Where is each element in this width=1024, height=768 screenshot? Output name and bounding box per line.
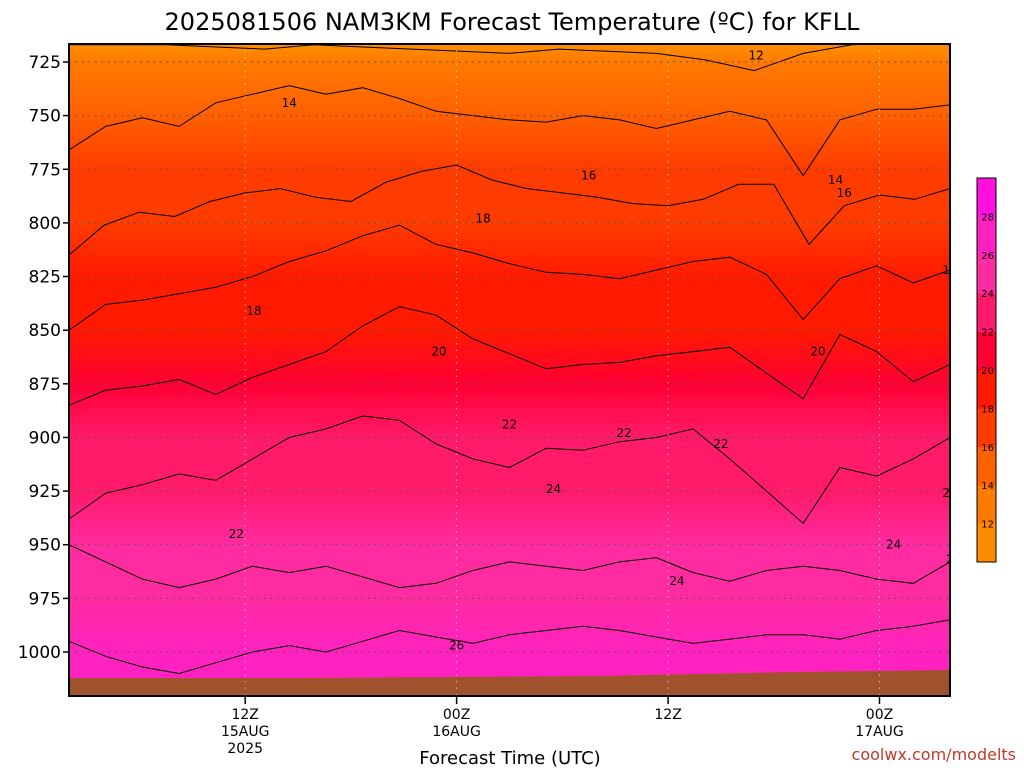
y-tick-label: 925 bbox=[29, 482, 61, 502]
y-tick-label: 800 bbox=[29, 214, 61, 234]
colorbar-segment bbox=[977, 523, 996, 563]
contour-label: 26 bbox=[449, 639, 464, 653]
colorbar-segment bbox=[977, 254, 996, 294]
colorbar-segment bbox=[977, 216, 996, 256]
x-tick-label: 12Z bbox=[654, 707, 681, 723]
x-axis: 12Z15AUG202500Z16AUG12Z00Z17AUG12Z bbox=[221, 696, 904, 757]
contour-label: 22 bbox=[713, 437, 728, 451]
contour-label: 24 bbox=[546, 482, 561, 496]
colorbar-label: 22 bbox=[981, 328, 994, 339]
contour-label: 18 bbox=[942, 263, 957, 277]
y-axis: 725 750 775 800 825 850 875 900 925 950 975 1000 bbox=[18, 53, 69, 663]
contour-label: 24 bbox=[886, 538, 901, 552]
colorbar-segment bbox=[977, 446, 996, 486]
contour-line-24 bbox=[69, 544, 950, 589]
colorbar-label: 18 bbox=[981, 404, 994, 415]
y-tick-label: 725 bbox=[29, 53, 61, 73]
colorbar-segment bbox=[977, 331, 996, 371]
y-tick-label: 950 bbox=[29, 536, 61, 556]
chart-title: 2025081506 NAM3KM Forecast Temperature (… bbox=[165, 8, 861, 36]
colorbar: 12 14 16 18 20 22 24 26 28 bbox=[976, 177, 997, 563]
contour-label: 16 bbox=[581, 169, 596, 183]
contour-label: 14 bbox=[282, 96, 297, 110]
colorbar-segment bbox=[977, 370, 996, 409]
contour-lines bbox=[69, 44, 950, 675]
contour-label: 24 bbox=[669, 574, 684, 588]
colorbar-label: 24 bbox=[981, 289, 994, 300]
contour-line-14 bbox=[69, 85, 950, 177]
contour-label: 26 bbox=[969, 639, 984, 653]
contour-label: 16 bbox=[837, 186, 852, 200]
y-tick-label: 825 bbox=[29, 268, 61, 288]
contour-line-22 bbox=[69, 415, 950, 525]
x-tick-date-label: 16AUG bbox=[432, 724, 481, 740]
plot-frame bbox=[68, 43, 951, 697]
x-tick-date-label: 17AUG bbox=[855, 724, 904, 740]
contour-line-12 bbox=[69, 44, 950, 72]
credit-text: coolwx.com/modelts bbox=[852, 745, 1016, 764]
y-tick-label: 850 bbox=[29, 321, 61, 341]
contour-line-20 bbox=[69, 306, 950, 406]
colorbar-segment bbox=[977, 408, 996, 448]
contour-label: 12 bbox=[749, 49, 764, 63]
colorbar-segment bbox=[977, 485, 996, 525]
contour-line-26 bbox=[69, 619, 950, 675]
contour-label: 22 bbox=[942, 486, 957, 500]
y-tick-label: 975 bbox=[29, 589, 61, 609]
y-tick-label: 900 bbox=[29, 429, 61, 449]
ground-surface bbox=[69, 670, 950, 696]
colorbar-label: 20 bbox=[981, 366, 994, 377]
y-tick-label: 775 bbox=[29, 160, 61, 180]
contour-label: 22 bbox=[616, 426, 631, 440]
x-tick-label: 00Z bbox=[443, 707, 470, 723]
contour-line-18 bbox=[69, 224, 950, 331]
contour-label: 18 bbox=[246, 304, 261, 318]
colorbar-label: 26 bbox=[981, 251, 994, 262]
colorbar-segment bbox=[977, 178, 996, 217]
x-tick-date-label: 15AUG bbox=[221, 724, 270, 740]
colorbar-label: 12 bbox=[981, 520, 994, 531]
y-tick-label: 750 bbox=[29, 107, 61, 127]
x-tick-label: 12Z bbox=[231, 707, 258, 723]
colorbar-frame bbox=[976, 177, 997, 563]
grid-lines bbox=[69, 44, 950, 696]
colorbar-label: 14 bbox=[981, 481, 994, 492]
contour-label: 14 bbox=[828, 173, 843, 187]
colorbar-segment bbox=[977, 293, 996, 333]
contour-label: 18 bbox=[475, 212, 490, 226]
contour-label: 24 bbox=[946, 553, 961, 567]
contour-label: 22 bbox=[229, 527, 244, 541]
contour-label: 22 bbox=[502, 418, 517, 432]
temperature-field bbox=[69, 44, 950, 696]
contour-line-16 bbox=[69, 164, 950, 256]
y-tick-label: 1000 bbox=[18, 643, 61, 663]
colorbar-label: 16 bbox=[981, 443, 994, 454]
x-tick-label: 00Z bbox=[866, 707, 893, 723]
colorbar-label: 28 bbox=[981, 212, 994, 223]
y-tick-label: 875 bbox=[29, 375, 61, 395]
x-axis-label: Forecast Time (UTC) bbox=[419, 748, 600, 768]
contour-label: 20 bbox=[431, 345, 446, 359]
x-tick-year-label: 2025 bbox=[227, 741, 263, 757]
contour-label: 20 bbox=[810, 345, 825, 359]
